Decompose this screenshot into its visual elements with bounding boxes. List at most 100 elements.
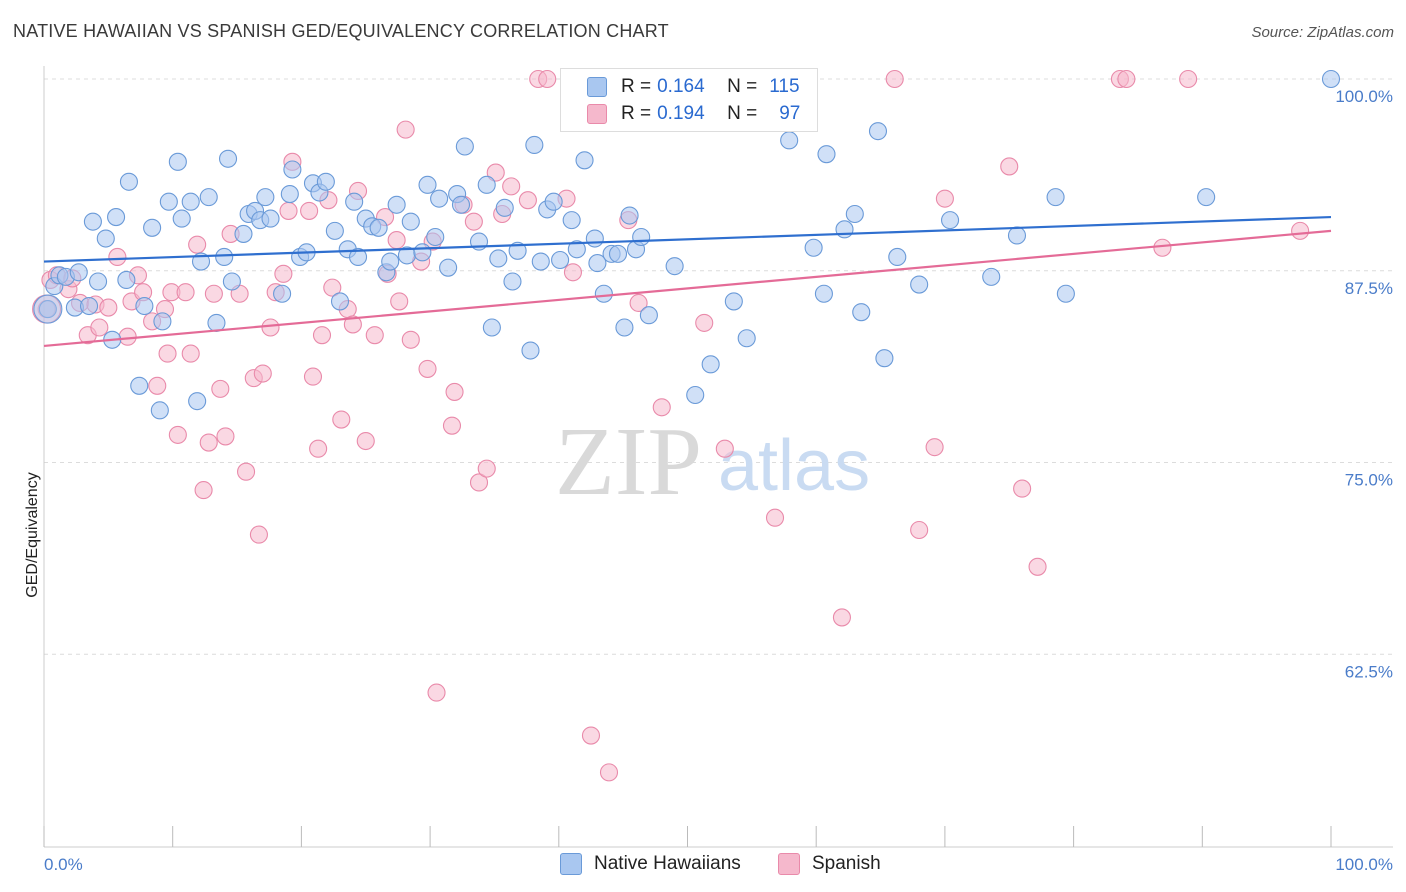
- native-hawaiian-point: [521, 341, 540, 360]
- bottom-legend-label: Native Hawaiians: [594, 853, 741, 874]
- native-hawaiian-points: [33, 69, 1341, 420]
- spanish-point: [885, 69, 904, 89]
- native-hawaiian-point: [381, 252, 400, 271]
- spanish-point: [935, 189, 954, 208]
- spanish-point: [925, 438, 944, 457]
- native-hawaiian-point: [153, 312, 172, 331]
- native-hawaiian-point: [273, 284, 292, 303]
- legend-swatch-pink: [587, 104, 607, 124]
- y-tick-label: 62.5%: [1345, 662, 1393, 681]
- spanish-point: [343, 315, 362, 334]
- spanish-point: [1153, 238, 1172, 257]
- native-hawaiian-point: [418, 175, 437, 194]
- native-hawaiian-point: [620, 206, 639, 225]
- native-hawaiian-point: [168, 152, 187, 171]
- spanish-point: [332, 410, 351, 429]
- spanish-point: [502, 177, 521, 196]
- spanish-point: [274, 264, 293, 283]
- native-hawaiian-point: [83, 212, 102, 231]
- spanish-point: [1179, 69, 1198, 89]
- native-hawaiian-point: [1046, 188, 1065, 207]
- native-hawaiian-point: [737, 329, 756, 348]
- native-hawaiian-point: [181, 192, 200, 211]
- native-hawaiian-point: [188, 392, 207, 411]
- legend-n-value: 115: [769, 76, 800, 97]
- legend-r-value: 0.164: [657, 76, 705, 97]
- bottom-legend-swatch-pink: [778, 853, 800, 875]
- bottom-legend-native-hawaiians: Native Hawaiians: [560, 852, 741, 876]
- spanish-point: [168, 425, 187, 444]
- native-hawaiian-point: [38, 300, 57, 319]
- native-hawaiian-point: [608, 244, 628, 263]
- spanish-point: [194, 481, 213, 500]
- native-hawaiian-point: [835, 220, 854, 239]
- spanish-point: [418, 359, 437, 378]
- native-hawaiian-point: [845, 204, 864, 224]
- native-hawaiian-point: [280, 185, 299, 204]
- native-hawaiian-point: [207, 313, 226, 332]
- native-hawaiian-point: [686, 385, 705, 405]
- native-hawaiian-point: [632, 227, 651, 247]
- spanish-point: [300, 201, 319, 220]
- spanish-point: [401, 330, 420, 349]
- spanish-point: [390, 292, 409, 311]
- spanish-point: [176, 283, 195, 302]
- spanish-point: [90, 318, 109, 337]
- native-hawaiian-point: [1056, 284, 1075, 303]
- native-hawaiian-point: [261, 209, 280, 228]
- watermark-atlas: atlas: [718, 426, 870, 506]
- legend-n-label: N =: [727, 103, 758, 124]
- native-hawaiian-point: [117, 270, 136, 290]
- native-hawaiian-point: [283, 160, 302, 179]
- spanish-point: [312, 326, 332, 345]
- native-hawaiian-point: [215, 247, 234, 266]
- spanish-point: [1291, 221, 1310, 240]
- native-hawaiian-point: [489, 249, 508, 268]
- native-hawaiian-point: [426, 227, 445, 247]
- spanish-point: [387, 231, 406, 250]
- spanish-point: [148, 376, 167, 395]
- y-tick-label: 100.0%: [1335, 87, 1393, 106]
- native-hawaiian-point: [814, 284, 833, 303]
- spanish-point: [188, 235, 207, 254]
- native-hawaiian-point: [159, 192, 178, 211]
- native-hawaiian-point-cluster: [33, 294, 63, 324]
- y-tick-label: 75.0%: [1345, 471, 1393, 490]
- native-hawaiian-point: [551, 250, 570, 270]
- spanish-point: [765, 508, 785, 527]
- native-hawaiian-point: [234, 224, 253, 243]
- native-hawaiian-point: [135, 296, 154, 316]
- spanish-point: [253, 364, 272, 383]
- spanish-point: [211, 379, 230, 398]
- stats-legend: R = 0.164 N = 115 R = 0.194 N = 97: [560, 68, 818, 132]
- native-hawaiian-point: [531, 252, 550, 271]
- native-hawaiian-point: [940, 211, 960, 230]
- spanish-point: [309, 439, 328, 458]
- native-hawaiian-point: [451, 195, 471, 214]
- spanish-point: [442, 416, 462, 435]
- native-hawaiian-point: [316, 172, 335, 191]
- native-hawaiian-point: [1321, 69, 1341, 89]
- legend-row-spanish: R = 0.194 N = 97: [587, 102, 800, 126]
- native-hawaiian-point: [69, 263, 88, 282]
- native-hawaiian-point: [888, 247, 907, 266]
- spanish-point: [303, 367, 323, 386]
- spanish-point: [477, 459, 496, 478]
- x-tick-label-max: 100.0%: [1335, 855, 1393, 874]
- native-hawaiian-point: [868, 122, 888, 141]
- spanish-point: [832, 608, 851, 627]
- spanish-point: [181, 344, 200, 363]
- native-hawaiian-point: [439, 258, 458, 277]
- spanish-point: [581, 726, 601, 745]
- native-hawaiian-point: [218, 149, 238, 168]
- native-hawaiian-point: [96, 229, 115, 248]
- bottom-legend-label: Spanish: [812, 853, 881, 874]
- native-hawaiian-point: [575, 151, 594, 170]
- source-credit: Source: ZipAtlas.com: [1251, 24, 1394, 41]
- legend-n-value: 97: [779, 103, 801, 124]
- native-hawaiian-point: [477, 175, 496, 194]
- spanish-point: [216, 427, 235, 446]
- spanish-point: [715, 439, 734, 458]
- spanish-point: [445, 382, 464, 401]
- native-hawaiian-point: [503, 272, 522, 291]
